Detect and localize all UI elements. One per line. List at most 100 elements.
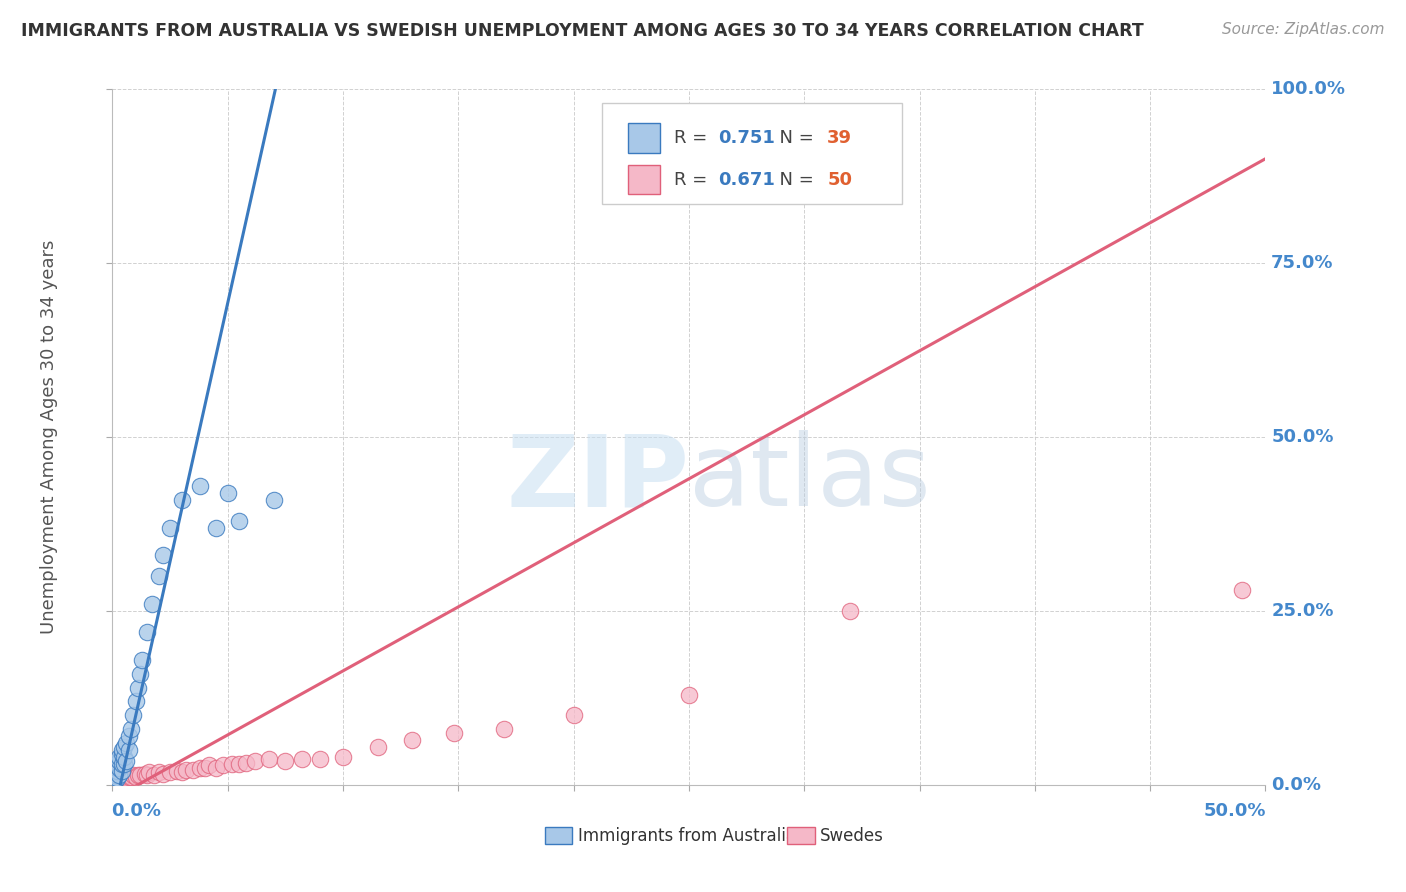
Point bbox=[263, 492, 285, 507]
Text: 50.0%: 50.0% bbox=[1204, 803, 1267, 821]
Point bbox=[108, 754, 131, 768]
Point bbox=[309, 751, 332, 765]
Point bbox=[401, 732, 423, 747]
Point bbox=[235, 756, 257, 770]
Point bbox=[124, 770, 146, 784]
Point bbox=[104, 771, 127, 785]
Point bbox=[111, 770, 134, 784]
Text: 25.0%: 25.0% bbox=[1271, 602, 1334, 620]
Point bbox=[148, 569, 170, 583]
Point bbox=[104, 767, 127, 781]
Point bbox=[117, 768, 139, 782]
Point bbox=[332, 750, 354, 764]
Point bbox=[678, 688, 700, 702]
Point bbox=[152, 767, 174, 781]
Text: N =: N = bbox=[769, 170, 820, 188]
Text: 50.0%: 50.0% bbox=[1271, 428, 1334, 446]
Text: Unemployment Among Ages 30 to 34 years: Unemployment Among Ages 30 to 34 years bbox=[39, 240, 58, 634]
Point bbox=[221, 757, 243, 772]
Text: 0.0%: 0.0% bbox=[111, 803, 162, 821]
Point bbox=[166, 764, 188, 778]
Point bbox=[124, 694, 146, 708]
FancyBboxPatch shape bbox=[546, 827, 572, 844]
Point bbox=[108, 772, 131, 787]
Point bbox=[122, 767, 145, 781]
Text: N =: N = bbox=[769, 129, 820, 147]
Point bbox=[562, 708, 585, 723]
Point bbox=[105, 771, 128, 785]
Point bbox=[104, 774, 127, 789]
Point bbox=[290, 751, 312, 765]
Point bbox=[138, 765, 160, 780]
Point bbox=[120, 723, 142, 737]
Point bbox=[104, 774, 127, 789]
Point bbox=[115, 736, 138, 750]
Point bbox=[212, 758, 235, 772]
Point bbox=[127, 767, 149, 781]
Point bbox=[111, 747, 134, 761]
Point bbox=[170, 765, 193, 780]
Point bbox=[205, 760, 228, 774]
Point bbox=[170, 492, 193, 507]
Point bbox=[274, 754, 297, 768]
Point bbox=[181, 763, 204, 777]
Point bbox=[188, 760, 211, 774]
Point bbox=[122, 708, 145, 723]
Point bbox=[143, 767, 166, 781]
FancyBboxPatch shape bbox=[787, 827, 814, 844]
Point bbox=[111, 764, 134, 778]
Point bbox=[105, 764, 128, 778]
Point bbox=[443, 726, 465, 740]
Point bbox=[115, 754, 138, 768]
Point bbox=[129, 768, 152, 782]
Point bbox=[259, 751, 281, 765]
Point bbox=[245, 754, 267, 768]
Text: 39: 39 bbox=[827, 129, 852, 147]
Point bbox=[494, 723, 516, 737]
Point bbox=[111, 771, 134, 785]
Point bbox=[159, 765, 181, 780]
Point bbox=[152, 549, 174, 563]
Point bbox=[205, 520, 228, 534]
Text: 0.0%: 0.0% bbox=[1271, 776, 1322, 794]
Point bbox=[134, 767, 156, 781]
Point bbox=[174, 763, 197, 777]
Text: 100.0%: 100.0% bbox=[1271, 80, 1346, 98]
Point bbox=[136, 767, 159, 781]
Point bbox=[108, 767, 131, 781]
Point bbox=[131, 653, 153, 667]
Point bbox=[112, 771, 135, 785]
Point bbox=[112, 739, 135, 754]
Point bbox=[108, 771, 131, 785]
FancyBboxPatch shape bbox=[628, 123, 661, 153]
Text: Immigrants from Australia: Immigrants from Australia bbox=[578, 827, 796, 845]
Point bbox=[108, 760, 131, 774]
Point bbox=[120, 770, 142, 784]
Point bbox=[105, 760, 128, 774]
Text: atlas: atlas bbox=[689, 430, 931, 527]
Point bbox=[148, 765, 170, 780]
Point bbox=[105, 757, 128, 772]
Point bbox=[188, 479, 211, 493]
Text: 50: 50 bbox=[827, 170, 852, 188]
Text: Source: ZipAtlas.com: Source: ZipAtlas.com bbox=[1222, 22, 1385, 37]
Point bbox=[194, 760, 217, 774]
Point bbox=[228, 757, 250, 772]
Text: 75.0%: 75.0% bbox=[1271, 254, 1334, 272]
Text: ZIP: ZIP bbox=[506, 430, 689, 527]
Point bbox=[1232, 583, 1254, 598]
Point bbox=[111, 757, 134, 772]
Point bbox=[117, 770, 139, 784]
Point bbox=[198, 758, 221, 772]
Point bbox=[141, 597, 163, 611]
Point bbox=[367, 739, 389, 754]
Text: R =: R = bbox=[673, 170, 713, 188]
Text: R =: R = bbox=[673, 129, 713, 147]
Point bbox=[112, 770, 135, 784]
Point bbox=[117, 729, 139, 743]
Point bbox=[117, 743, 139, 757]
Point bbox=[112, 757, 135, 772]
Text: 0.751: 0.751 bbox=[718, 129, 775, 147]
Text: Swedes: Swedes bbox=[820, 827, 884, 845]
Point bbox=[159, 520, 181, 534]
